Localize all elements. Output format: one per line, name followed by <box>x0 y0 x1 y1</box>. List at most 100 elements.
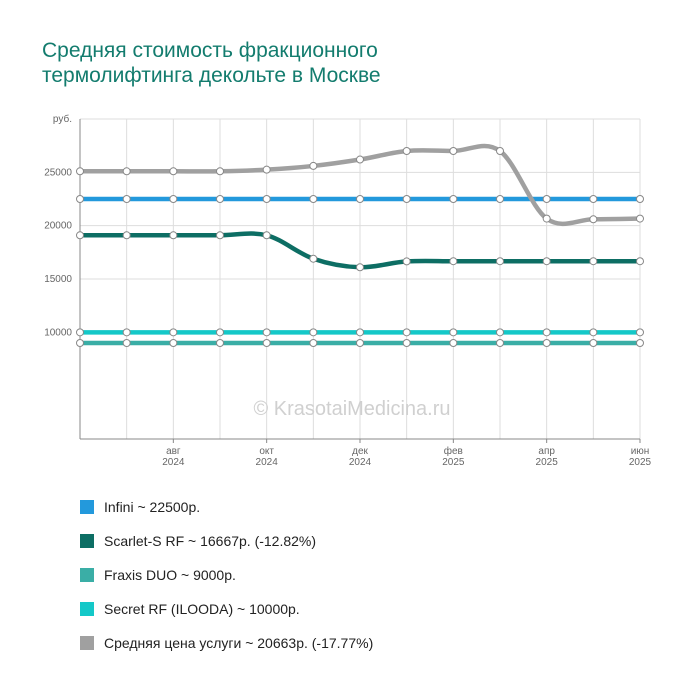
x-tick-year: 2025 <box>442 457 465 468</box>
data-point <box>589 328 598 337</box>
x-tick-month: дек <box>352 446 368 457</box>
data-point <box>589 215 598 224</box>
chart-legend: Infini ~ 22500р. Scarlet-S RF ~ 16667р. … <box>80 490 373 660</box>
legend-swatch <box>80 500 94 514</box>
data-point <box>542 339 551 347</box>
watermark: © KrasotaiMedicina.ru <box>253 398 450 420</box>
data-point <box>402 328 411 337</box>
data-point <box>449 328 458 337</box>
x-tick-year: 2024 <box>349 457 372 468</box>
data-point <box>76 231 84 240</box>
legend-label: Scarlet-S RF ~ 16667р. (-12.82%) <box>104 533 317 549</box>
data-point <box>262 165 271 174</box>
legend-item[interactable]: Secret RF (ILOODA) ~ 10000р. <box>80 592 373 626</box>
x-tick-label: фев 2025 <box>442 445 465 468</box>
data-point <box>542 214 551 223</box>
x-tick-year: 2025 <box>629 457 652 468</box>
y-tick-label: 10000 <box>44 327 72 338</box>
data-point <box>309 161 318 170</box>
data-point <box>356 195 364 203</box>
data-point <box>542 195 551 203</box>
data-point <box>636 195 644 203</box>
data-point <box>402 257 411 266</box>
x-tick-label: авг 2024 <box>162 446 185 468</box>
x-tick-label: июн 2025 <box>629 446 652 468</box>
data-point <box>636 214 644 223</box>
data-point <box>356 339 364 347</box>
data-point <box>496 147 504 155</box>
legend-label: Secret RF (ILOODA) ~ 10000р. <box>104 601 300 617</box>
data-point <box>122 195 131 203</box>
x-tick-month: апр <box>538 446 555 457</box>
data-point <box>356 263 364 272</box>
x-tick-label: окт 2024 <box>256 446 279 468</box>
data-point <box>636 257 644 266</box>
data-point <box>122 339 131 347</box>
data-point <box>216 231 224 240</box>
data-point <box>589 195 598 203</box>
data-point <box>216 167 224 176</box>
data-point <box>262 339 271 347</box>
y-tick-label: 20000 <box>44 221 72 232</box>
data-point <box>169 339 178 347</box>
data-point <box>76 167 84 176</box>
data-point <box>449 257 458 266</box>
x-tick-month: авг <box>166 446 181 457</box>
data-point <box>169 328 178 337</box>
data-point <box>262 231 271 240</box>
y-tick-label: 25000 <box>44 167 72 178</box>
data-point <box>169 195 178 203</box>
data-point <box>122 328 131 337</box>
x-tick-label: апр 2025 <box>536 446 559 468</box>
data-point <box>542 328 551 337</box>
data-point <box>169 167 178 176</box>
data-point <box>216 328 224 337</box>
data-point <box>402 147 411 155</box>
data-point <box>216 339 224 347</box>
data-point <box>496 195 504 203</box>
legend-item[interactable]: Infini ~ 22500р. <box>80 490 373 524</box>
data-point <box>449 339 458 347</box>
x-tick-month: июн <box>631 446 650 457</box>
x-tick-year: 2025 <box>536 457 559 468</box>
data-point <box>542 257 551 266</box>
data-point <box>309 328 318 337</box>
legend-label: Infini ~ 22500р. <box>104 499 201 515</box>
y-tick-label: 15000 <box>44 274 72 285</box>
data-point <box>309 195 318 203</box>
data-point <box>636 328 644 337</box>
x-tick-label: дек 2024 <box>349 446 372 468</box>
legend-swatch <box>80 568 94 582</box>
data-point <box>76 328 84 337</box>
data-point <box>496 339 504 347</box>
legend-swatch <box>80 602 94 616</box>
legend-item[interactable]: Scarlet-S RF ~ 16667р. (-12.82%) <box>80 524 373 558</box>
y-axis-unit: руб. <box>53 113 72 125</box>
data-point <box>356 155 364 164</box>
x-tick-month: фев <box>444 445 463 457</box>
x-tick-year: 2024 <box>256 457 279 468</box>
data-point <box>262 328 271 337</box>
chart-title-line-2: термолифтинга декольте в Москве <box>42 64 381 87</box>
legend-item[interactable]: Средняя цена услуги ~ 20663р. (-17.77%) <box>80 626 373 660</box>
data-point <box>309 254 318 263</box>
legend-swatch <box>80 534 94 548</box>
data-point <box>496 328 504 337</box>
chart-title-line-1: Средняя стоимость фракционного <box>42 39 378 62</box>
data-point <box>402 195 411 203</box>
x-tick-year: 2024 <box>162 457 185 468</box>
data-point <box>169 231 178 240</box>
data-point <box>309 339 318 347</box>
data-point <box>122 231 131 240</box>
data-point <box>589 257 598 266</box>
legend-label: Fraxis DUO ~ 9000р. <box>104 567 236 583</box>
x-tick-month: окт <box>259 446 274 457</box>
legend-item[interactable]: Fraxis DUO ~ 9000р. <box>80 558 373 592</box>
data-point <box>636 339 644 347</box>
data-point <box>76 339 84 347</box>
data-point <box>262 195 271 203</box>
data-point <box>122 167 131 176</box>
data-point <box>496 257 504 266</box>
legend-label: Средняя цена услуги ~ 20663р. (-17.77%) <box>104 635 374 651</box>
